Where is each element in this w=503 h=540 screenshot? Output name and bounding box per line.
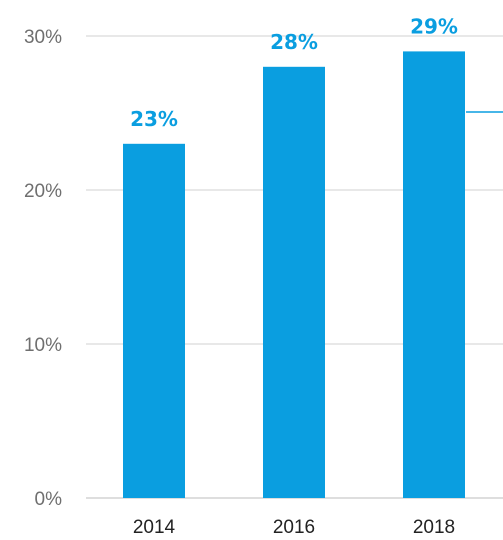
bar-2018 [403, 51, 465, 499]
y-axis-ticks: 0% 10% 20% 30% [24, 27, 62, 510]
data-label: 23% [130, 107, 178, 131]
data-label: 28% [270, 30, 318, 54]
bar-2016 [263, 66, 325, 499]
data-label: 29% [410, 14, 458, 38]
x-tick-label: 2018 [413, 517, 455, 538]
y-tick-label: 0% [35, 489, 63, 510]
bar-2014 [123, 143, 185, 499]
x-tick-label: 2016 [273, 517, 315, 538]
bars [123, 51, 465, 499]
y-tick-label: 10% [24, 335, 62, 356]
y-tick-label: 30% [24, 27, 62, 48]
x-tick-label: 2014 [133, 517, 176, 538]
x-axis-labels: 2014 2016 2018 [133, 517, 455, 538]
y-tick-label: 20% [24, 181, 62, 202]
data-labels: 23% 28% 29% [130, 14, 458, 130]
